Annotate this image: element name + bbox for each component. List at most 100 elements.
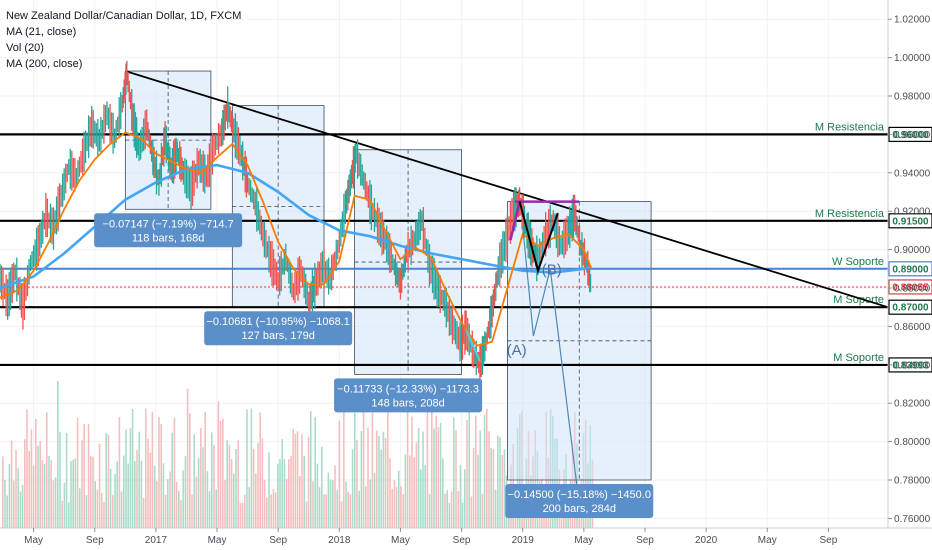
level-badge-5 [888,299,932,315]
volume-bar [57,381,59,528]
volume-bar [235,448,237,528]
volume-bar [582,433,585,528]
volume-bar [118,416,121,528]
volume-bar [367,427,369,528]
volume-bar [343,408,345,528]
volume-bar [393,479,396,528]
volume-bar [50,460,52,528]
volume-bar [94,481,96,528]
volume-bar [305,501,308,528]
chart-title[interactable]: New Zealand Dollar/Canadian Dollar, 1D, … [6,10,242,22]
volume-bar [204,411,206,528]
measure-callout-1 [94,213,243,248]
volume-bar [160,424,162,528]
volume-bar [169,471,171,528]
volume-bar [35,419,37,528]
volume-bar [81,440,83,528]
level-name-1: M Resistencia [815,121,885,133]
volume-bar [4,479,6,528]
volume-bar [173,417,176,528]
volume-bar [292,428,294,528]
measure-callout-line1-1: −0.07147 (−7.19%) −714.7 [103,218,234,230]
volume-bar [162,463,165,528]
volume-bar [156,480,158,528]
time-axis-label: Sep [86,535,104,546]
volume-bar [398,470,400,528]
volume-bar [318,486,321,528]
volume-bar [131,408,134,528]
volume-bar [351,449,354,528]
level-name-2: M Resistencia [815,208,885,220]
volume-bar [325,494,327,528]
volume-bar [263,479,266,528]
volume-bar [503,449,506,528]
volume-bar [554,438,556,528]
wave-projection [522,226,580,506]
volume-bar [59,431,61,528]
volume-bar [288,459,290,528]
volume-bar [384,437,387,528]
price-axis-label: 1.00000 [894,53,931,64]
volume-bar [116,461,118,528]
volume-bar [426,405,429,528]
time-axis-label: May [24,535,43,546]
legend-volume[interactable]: Vol (20) [6,42,44,54]
volume-bar [332,480,334,528]
volume-bar [8,463,11,528]
wave-zigzag [518,201,559,275]
volume-bar [389,458,391,528]
volume-bar [123,455,125,528]
volume-bar [466,419,468,528]
volume-bar [277,463,279,528]
volume-bar [112,495,114,528]
volume-bar [483,414,486,528]
volume-bar [409,455,411,528]
volume-bar [442,458,444,528]
volume-bar [420,469,422,528]
volume-bar [338,420,341,528]
volume-bar [257,443,259,528]
volume-bar [178,490,180,528]
volume-bar [285,478,288,528]
volume-bar [336,490,338,528]
volume-bar [490,447,492,528]
volume-bar [378,436,380,528]
volume-bar [400,486,402,528]
legend-ma200[interactable]: MA (200, close) [6,58,83,70]
volume-bar [417,428,420,528]
price-axis-label: 0.84000 [894,360,931,371]
volume-bar [358,490,360,528]
volume-bar [413,457,415,528]
volume-bar [255,473,257,528]
volume-bar [299,476,301,528]
volume-bar [138,431,140,528]
volume-bar [6,495,8,528]
volume-bar [459,465,462,528]
price-axis-label: 0.92000 [894,207,931,218]
level-badge-label-1: 0.96000 [892,130,929,141]
volume-bar [228,444,231,528]
volume-bar [373,473,376,528]
volume-bar [68,502,70,528]
volume-bar [354,412,356,528]
time-axis-label: 2019 [512,535,535,546]
time-axis-label: 2018 [328,535,351,546]
volume-bar [494,489,497,528]
legend-ma21[interactable]: MA (21, close) [6,26,77,38]
volume-bar [281,439,283,528]
volume-bar [15,449,17,528]
volume-bar [37,445,39,528]
volume-bar [195,476,198,528]
volume-bar [310,411,312,528]
volume-bar [140,460,143,528]
volume-bar [191,494,193,528]
volume-bar [87,424,90,528]
volume-bar [32,465,35,528]
volume-bar [109,468,112,528]
volume-bar [43,463,46,528]
volume-bar [274,492,277,528]
volume-bar [376,430,378,528]
volume-bar [224,479,226,528]
measure-callout-4 [505,484,654,518]
